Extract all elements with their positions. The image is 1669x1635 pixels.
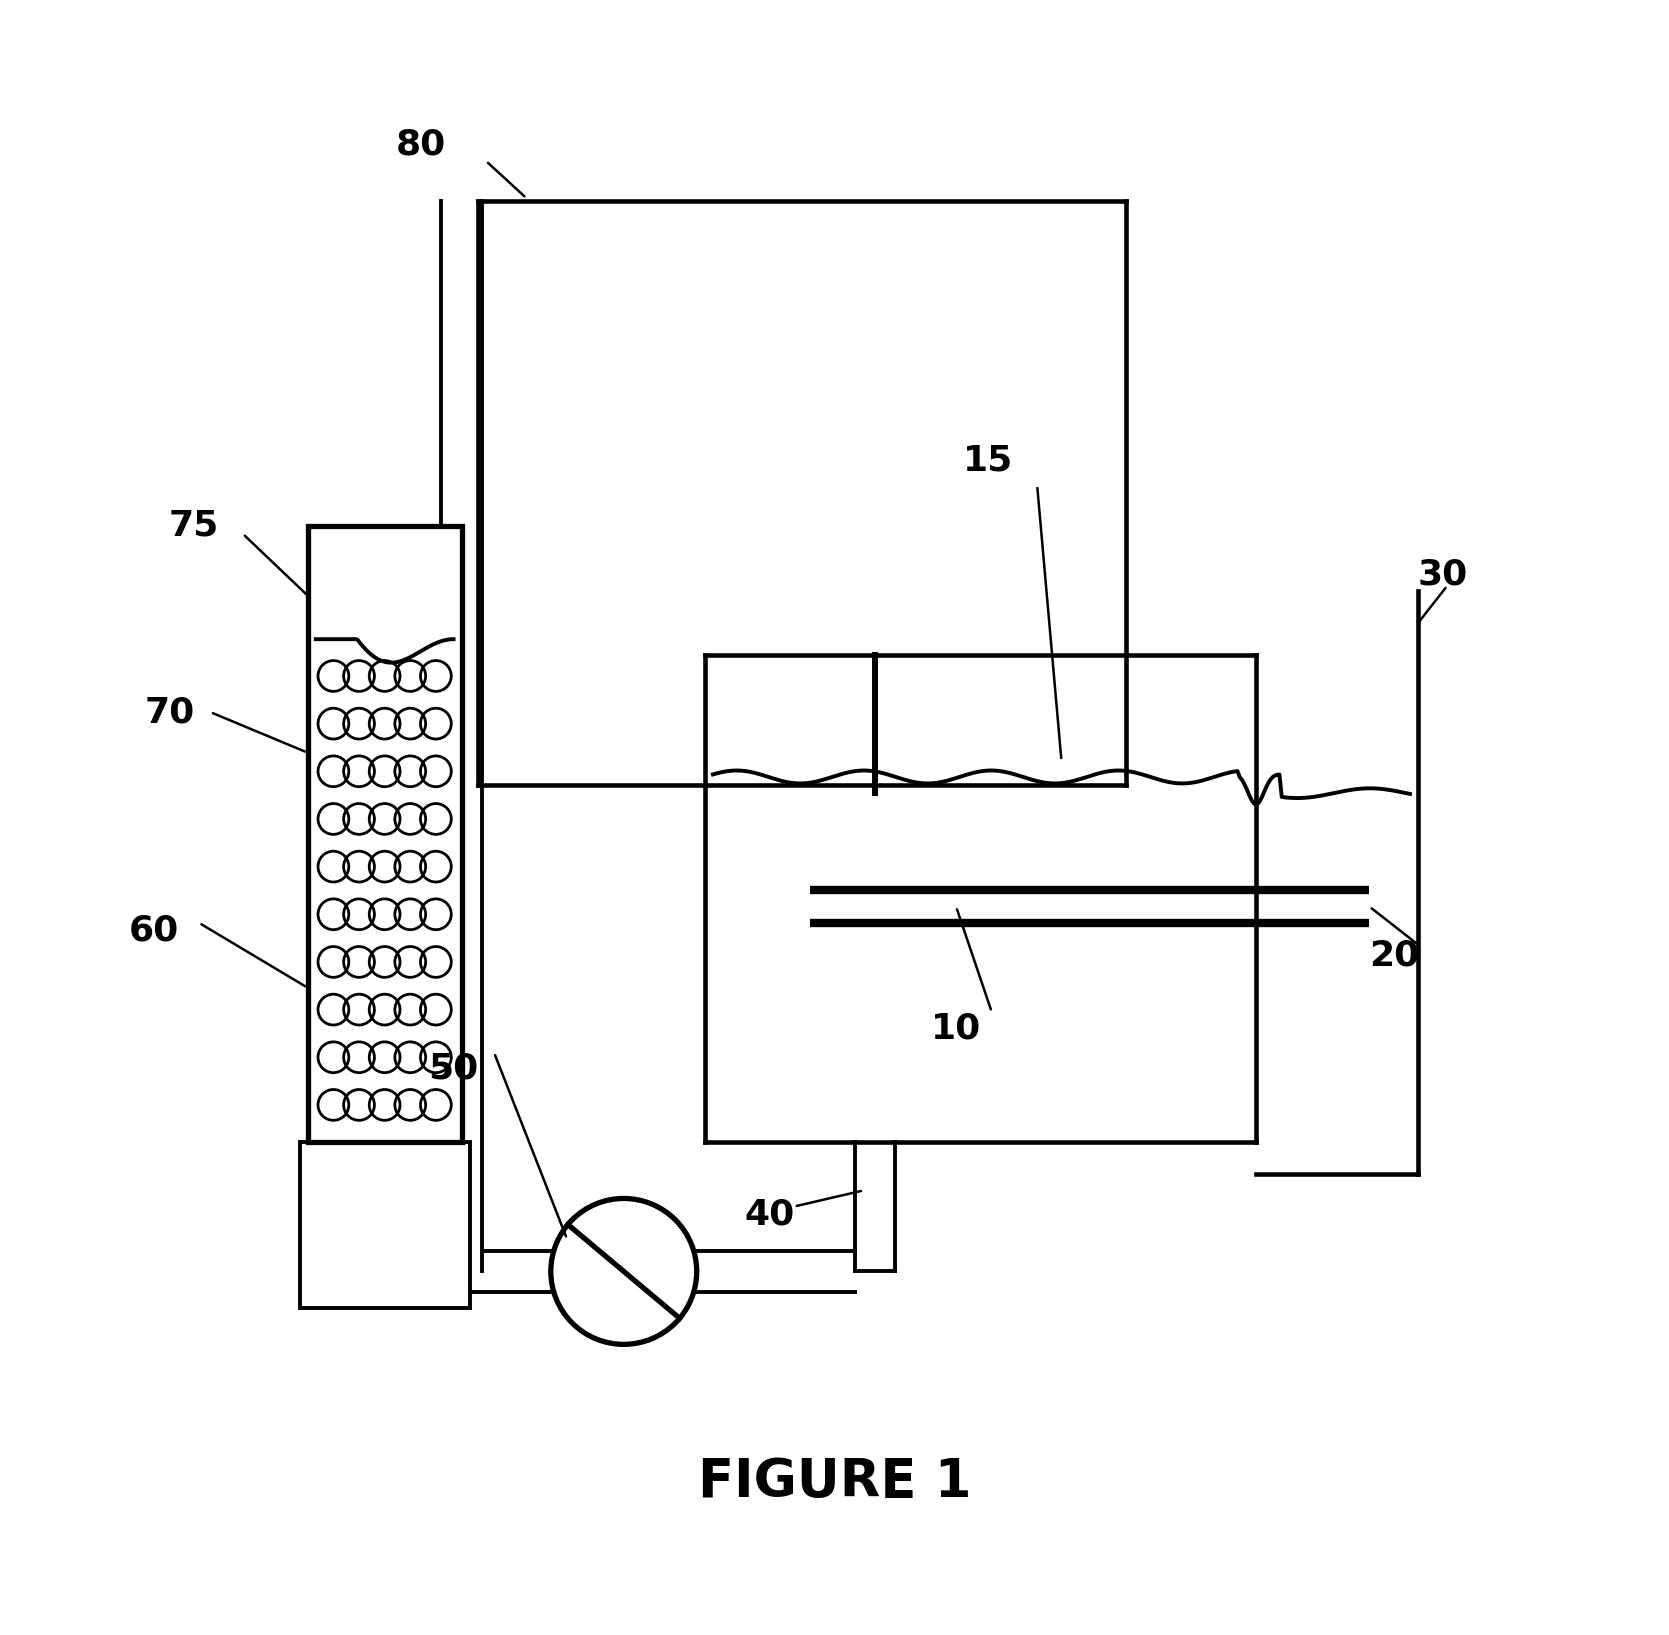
Text: 60: 60 [129,914,179,948]
Text: 30: 30 [1417,558,1467,592]
Text: 75: 75 [169,508,219,543]
Text: 50: 50 [429,1051,479,1086]
Bar [299,1141,469,1308]
Text: 20: 20 [1369,938,1419,973]
Bar [307,526,462,1141]
Text: 15: 15 [963,443,1013,477]
Text: 40: 40 [744,1198,794,1231]
Text: 80: 80 [396,128,446,162]
Text: 70: 70 [145,695,195,729]
Text: FIGURE 1: FIGURE 1 [698,1457,971,1507]
Text: 10: 10 [931,1010,981,1045]
